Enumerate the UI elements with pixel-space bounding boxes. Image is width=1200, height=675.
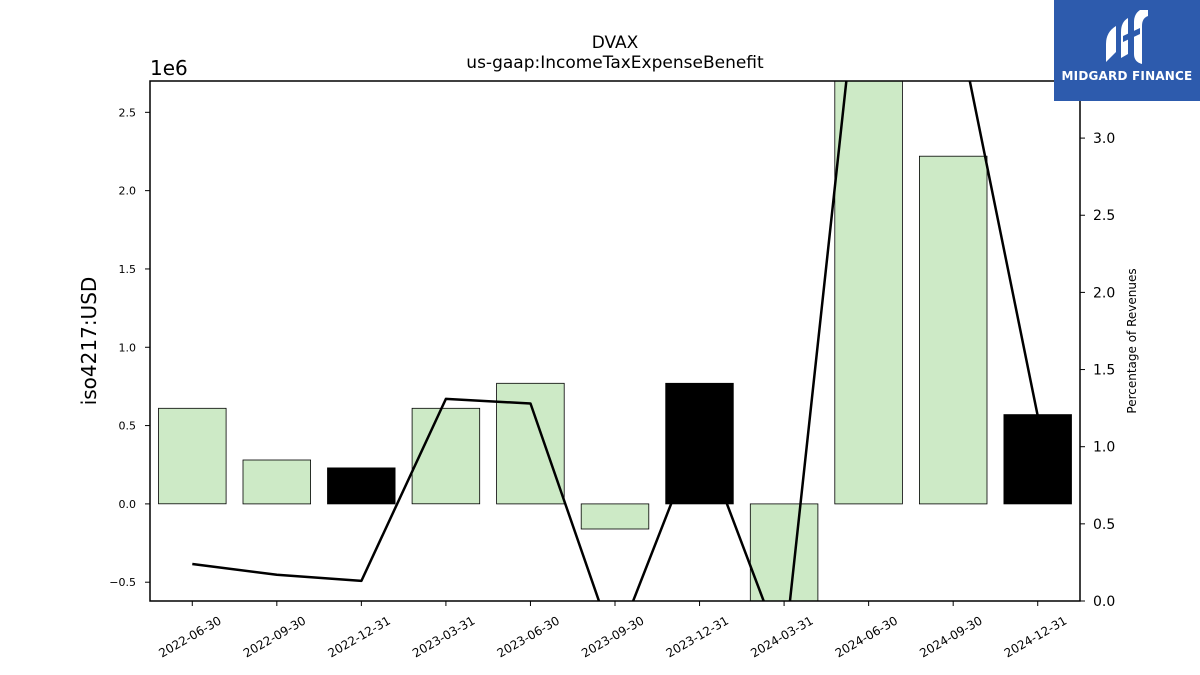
- y-axis-label: iso4217:USD: [77, 277, 101, 406]
- logo-text: MIDGARD FINANCE: [1061, 69, 1193, 83]
- y-tick-label: 1.5: [119, 263, 137, 276]
- bar-2022-09-30: [242, 459, 311, 505]
- y-tick-label: −0.5: [109, 576, 136, 589]
- y2-tick-label: 0.0: [1093, 594, 1115, 610]
- x-tick-label: 2023-03-31: [410, 613, 477, 660]
- y2-axis-label: Percentage of Revenues: [1125, 268, 1139, 413]
- y2-tick-label: 2.5: [1093, 208, 1115, 224]
- revenue-percentage-line: [192, 81, 1039, 601]
- bar-2024-12-31: [1003, 414, 1072, 505]
- x-tick-label: 2022-12-31: [325, 613, 392, 660]
- x-tick-label: 2024-12-31: [1002, 613, 1069, 660]
- bar-2022-12-31: [327, 467, 396, 505]
- y2-tick-label: 1.5: [1093, 363, 1115, 379]
- bar-2024-06-30: [834, 81, 903, 505]
- bar-2023-03-31: [411, 407, 481, 505]
- x-tick-label: 2024-06-30: [833, 613, 900, 660]
- bar-2023-12-31: [665, 382, 734, 505]
- x-tick-label: 2022-09-30: [241, 613, 308, 660]
- bar-2024-03-31: [749, 503, 819, 601]
- y-tick-label: 1.0: [119, 341, 137, 354]
- y2-tick-label: 3.0: [1093, 131, 1115, 147]
- x-axis-ticks: 2022-06-30 2022-09-30 2022-12-31 2023-03-31…: [156, 601, 1069, 660]
- bar-2022-06-30: [158, 407, 227, 505]
- y2-axis-ticks: 0.0 0.5 1.0 1.5 2.0 2.5 3.0: [1080, 131, 1115, 610]
- y-offset-label: 1e6: [150, 56, 188, 80]
- x-tick-label: 2023-12-31: [664, 613, 731, 660]
- y2-tick-label: 0.5: [1093, 517, 1115, 533]
- y-axis-ticks: −0.5 0.0 0.5 1.0 1.5 2.0 2.5: [109, 106, 150, 589]
- y-tick-label: 0.5: [119, 420, 137, 433]
- x-tick-label: 2024-09-30: [917, 613, 984, 660]
- midgard-logo-icon: [1106, 10, 1148, 64]
- bar-2024-09-30: [919, 155, 988, 505]
- line-path: [192, 81, 1039, 601]
- midgard-finance-logo: MIDGARD FINANCE: [1054, 0, 1200, 101]
- x-tick-label: 2023-06-30: [495, 613, 562, 660]
- x-tick-label: 2023-09-30: [579, 613, 646, 660]
- y-tick-label: 0.0: [119, 498, 137, 511]
- y2-tick-label: 2.0: [1093, 285, 1115, 301]
- x-tick-label: 2022-06-30: [156, 613, 223, 660]
- bars: [158, 81, 1072, 601]
- bar-2023-09-30: [580, 503, 650, 530]
- y-tick-label: 2.0: [119, 185, 137, 198]
- chart-title: DVAX: [592, 33, 639, 53]
- chart-subtitle: us-gaap:IncomeTaxExpenseBenefit: [466, 53, 764, 73]
- x-tick-label: 2024-03-31: [748, 613, 815, 660]
- y2-tick-label: 1.0: [1093, 440, 1115, 456]
- y-tick-label: 2.5: [119, 106, 137, 119]
